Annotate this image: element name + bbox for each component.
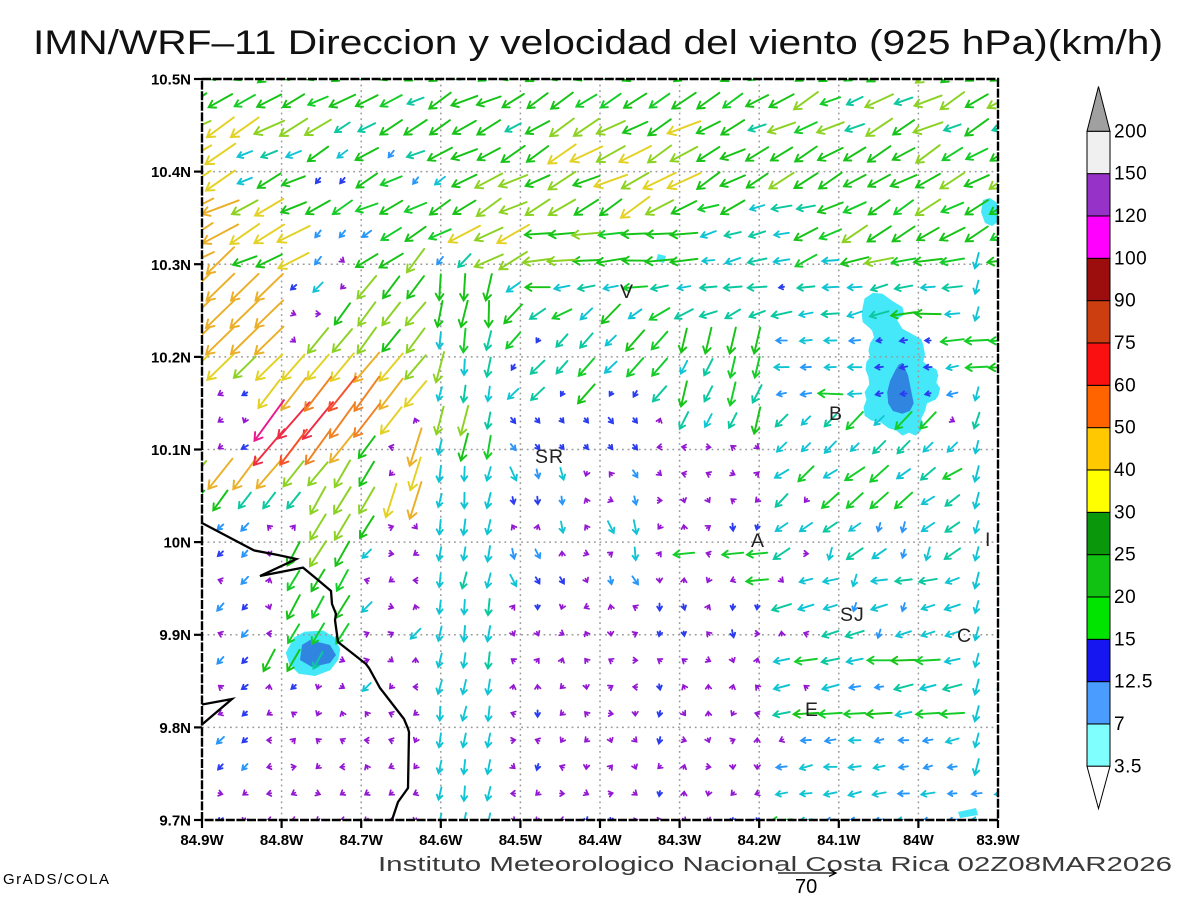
svg-text:30: 30 [1114, 502, 1136, 523]
svg-text:75: 75 [1114, 333, 1136, 354]
svg-text:12.5: 12.5 [1114, 672, 1153, 693]
svg-text:I: I [985, 529, 991, 551]
svg-text:20: 20 [1114, 587, 1136, 608]
svg-text:84W: 84W [903, 832, 935, 849]
svg-text:3.5: 3.5 [1114, 756, 1142, 777]
svg-text:84.3W: 84.3W [658, 832, 702, 849]
svg-text:9.8N: 9.8N [159, 720, 191, 737]
svg-text:IMN/WRF–11 Direccion y velocid: IMN/WRF–11 Direccion y velocidad del vie… [33, 24, 1163, 62]
svg-text:B: B [829, 403, 843, 425]
svg-text:120: 120 [1114, 206, 1147, 227]
svg-text:SR: SR [535, 446, 564, 468]
svg-text:84.4W: 84.4W [578, 832, 622, 849]
svg-text:10.3N: 10.3N [151, 257, 191, 274]
svg-text:9.9N: 9.9N [159, 627, 191, 644]
svg-text:E: E [805, 699, 819, 721]
svg-text:200: 200 [1114, 121, 1147, 142]
svg-text:10.5N: 10.5N [151, 72, 191, 89]
svg-text:C: C [957, 625, 972, 647]
svg-text:SJ: SJ [840, 604, 865, 626]
svg-text:10.1N: 10.1N [151, 442, 191, 459]
svg-text:84.9W: 84.9W [180, 832, 224, 849]
svg-text:10.4N: 10.4N [151, 164, 191, 181]
svg-text:A: A [751, 530, 765, 552]
svg-text:84.2W: 84.2W [738, 832, 782, 849]
svg-text:7: 7 [1114, 714, 1125, 735]
svg-text:84.8W: 84.8W [260, 832, 304, 849]
svg-text:25: 25 [1114, 545, 1136, 566]
svg-text:84.7W: 84.7W [340, 832, 384, 849]
svg-text:83.9W: 83.9W [976, 832, 1020, 849]
svg-text:40: 40 [1114, 460, 1136, 481]
svg-text:9.7N: 9.7N [159, 813, 191, 830]
svg-text:Instituto Meteorologico Nacion: Instituto Meteorologico Nacional Costa R… [378, 854, 1172, 876]
svg-text:GrADS/COLA: GrADS/COLA [3, 871, 111, 888]
svg-text:60: 60 [1114, 375, 1136, 396]
svg-text:70: 70 [795, 876, 817, 898]
svg-text:10N: 10N [163, 535, 191, 552]
svg-text:10.2N: 10.2N [151, 349, 191, 366]
svg-text:84.5W: 84.5W [499, 832, 543, 849]
svg-text:15: 15 [1114, 629, 1136, 650]
svg-text:50: 50 [1114, 418, 1136, 439]
svg-text:V: V [620, 281, 634, 303]
svg-text:84.6W: 84.6W [419, 832, 463, 849]
svg-text:84.1W: 84.1W [817, 832, 861, 849]
svg-text:90: 90 [1114, 291, 1136, 312]
svg-text:150: 150 [1114, 164, 1147, 185]
svg-text:100: 100 [1114, 248, 1147, 269]
